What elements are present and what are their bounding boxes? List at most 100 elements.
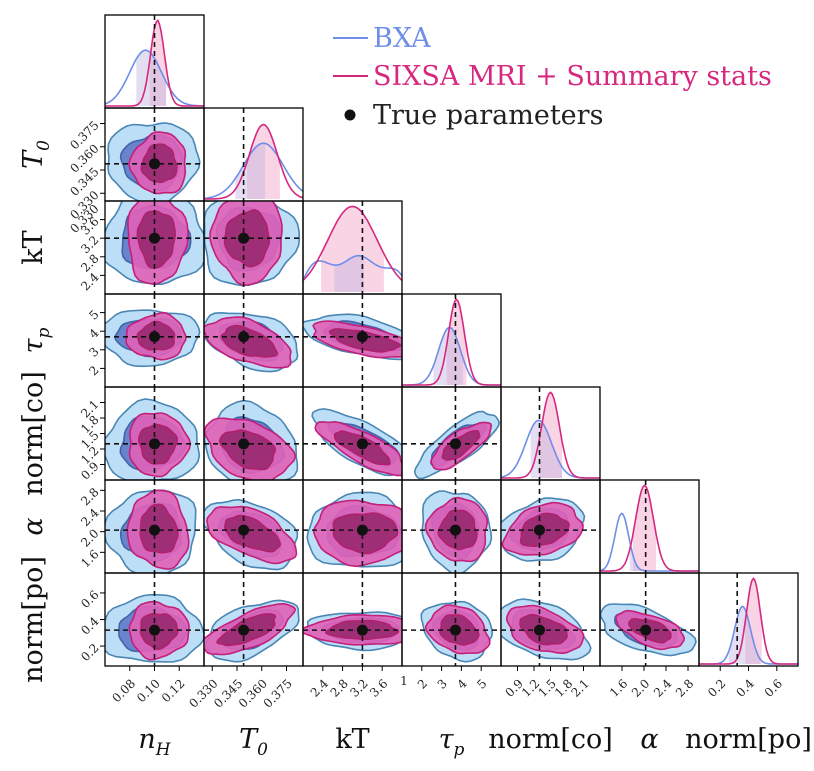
ytick-label-3-1: 3: [86, 344, 101, 359]
ylabel-2: kT: [18, 230, 49, 264]
panel-4-3: [401, 386, 502, 481]
contours-3-0: [105, 309, 201, 368]
contours-6-1: [204, 599, 300, 663]
true-point-2-1: [238, 232, 250, 244]
true-point-5-4: [534, 524, 545, 536]
xlabel-2: kT: [335, 724, 369, 755]
xtick-label-stray: 1: [400, 674, 408, 688]
panel-5-3: [401, 479, 502, 574]
xlabel-3: τp: [439, 724, 465, 760]
ytick-label-5-2: 2.4: [78, 505, 102, 529]
xtick-label-6-2: 0.6: [762, 676, 785, 699]
marginal-3-sixsa-band: [446, 299, 467, 385]
axis-labels-layer: nH T0 kT τp norm[co] α norm[po] T0 kT τp norm[co] α…: [18, 140, 812, 760]
true-point-5-1: [238, 524, 250, 536]
xtick-label-3-3: 5: [474, 676, 489, 691]
true-point-1-0: [149, 158, 160, 170]
marginal-1-sixsa-band: [246, 124, 280, 199]
ylabel-6: norm[po]: [18, 556, 49, 683]
marginal-6-sixsa-line: [699, 576, 798, 665]
marginal-4-bxa-band: [530, 420, 562, 478]
panel-0-0: [104, 14, 205, 109]
panel-6-5: [599, 572, 700, 667]
marginal-1-bxa-line: [203, 142, 304, 200]
marginal-2-bxa-line: [302, 254, 403, 281]
panel-6-1: [203, 572, 304, 667]
true-point-6-3: [449, 624, 461, 636]
marginal-2-sixsa-band: [321, 206, 384, 292]
ytick-label-5-0: 1.6: [78, 547, 101, 570]
ytick-label-6-1: 0.4: [78, 614, 102, 638]
xlabel-1: T0: [239, 724, 268, 760]
true-point-6-5: [640, 624, 652, 636]
contours-4-1: [204, 399, 299, 480]
panel-5-4: [500, 479, 601, 574]
contours-5-0: [105, 489, 197, 573]
xtick-label-0-0: 0.08: [109, 676, 138, 705]
true-point-3-0: [149, 331, 160, 343]
panel-5-2: [302, 479, 403, 574]
ylabel-1: T0: [18, 140, 54, 169]
true-point-3-2: [356, 331, 368, 343]
xlabel-4: norm[co]: [488, 724, 613, 755]
xlabel-6: norm[po]: [685, 724, 812, 755]
xtick-label-2-2: 3.2: [347, 676, 370, 699]
xtick-label-4-4: 2.1: [568, 676, 591, 699]
panel-6-2: [302, 572, 403, 667]
marginal-1-sixsa-line: [204, 123, 304, 200]
xtick-label-5-1: 2.0: [629, 676, 652, 699]
xtick-label-2-1: 2.8: [328, 676, 351, 699]
xtick-label-0-1: 0.10: [134, 676, 163, 705]
xtick-label-6-1: 0.4: [733, 676, 757, 700]
marginal-0-bxa-line: [104, 49, 204, 107]
panels-layer: [104, 14, 799, 667]
panel-6-0: [104, 572, 205, 667]
legend-true-marker: [344, 109, 356, 121]
panel-3-3: [401, 293, 502, 388]
panel-5-1: [203, 479, 304, 574]
contours-5-1: [204, 498, 299, 571]
ytick-label-3-3: 5: [86, 307, 101, 322]
xtick-label-3-2: 4: [454, 676, 470, 692]
panel-6-6: [698, 572, 799, 667]
xtick-label-6-0: 0.2: [705, 676, 728, 699]
ylabel-5: α: [18, 517, 49, 535]
marginal-5-bxa-band: [629, 541, 661, 571]
panel-4-0: [104, 386, 205, 481]
xtick-label-2-0: 2.4: [308, 676, 332, 700]
panel-4-1: [203, 386, 304, 481]
legend-bxa-label: BXA: [373, 23, 431, 54]
panel-6-4: [500, 572, 601, 667]
xlabel-0: nH: [138, 724, 171, 760]
ytick-label-2-0: 2.4: [78, 270, 102, 294]
panel-4-4: [500, 386, 601, 481]
ytick-label-6-2: 0.6: [78, 588, 101, 611]
marginal-3-sixsa-line: [402, 298, 501, 386]
true-point-5-2: [356, 524, 368, 536]
panel-6-3: [401, 572, 502, 667]
ytick-label-6-0: 0.2: [78, 641, 101, 664]
true-point-4-2: [356, 438, 368, 450]
ytick-label-2-1: 2.8: [78, 251, 101, 274]
sixsa-inner-3-1: [220, 324, 279, 358]
xtick-label-3-0: 2: [415, 676, 430, 691]
xlabel-5: α: [640, 724, 658, 755]
xtick-label-5-0: 1.6: [607, 676, 630, 699]
true-point-3-1: [238, 331, 250, 343]
true-point-4-3: [449, 438, 461, 450]
legend-sixsa-label: SIXSA MRI + Summary stats: [373, 61, 772, 92]
marginal-4-sixsa-line: [501, 391, 600, 479]
marginal-2-sixsa-line: [302, 205, 403, 281]
legend-true-label: True parameters: [373, 100, 603, 131]
panel-3-2: [302, 293, 403, 388]
panel-1-1: [203, 107, 304, 202]
ytick-label-5-3: 2.8: [78, 485, 101, 508]
ylabel-4: norm[co]: [18, 371, 49, 496]
panel-5-0: [104, 479, 205, 574]
marginal-5-sixsa-line: [600, 484, 699, 572]
contours-3-1: [204, 311, 299, 373]
panel-2-1: [203, 200, 304, 295]
true-point-6-2: [356, 624, 368, 636]
contours-1-0: [107, 122, 201, 201]
